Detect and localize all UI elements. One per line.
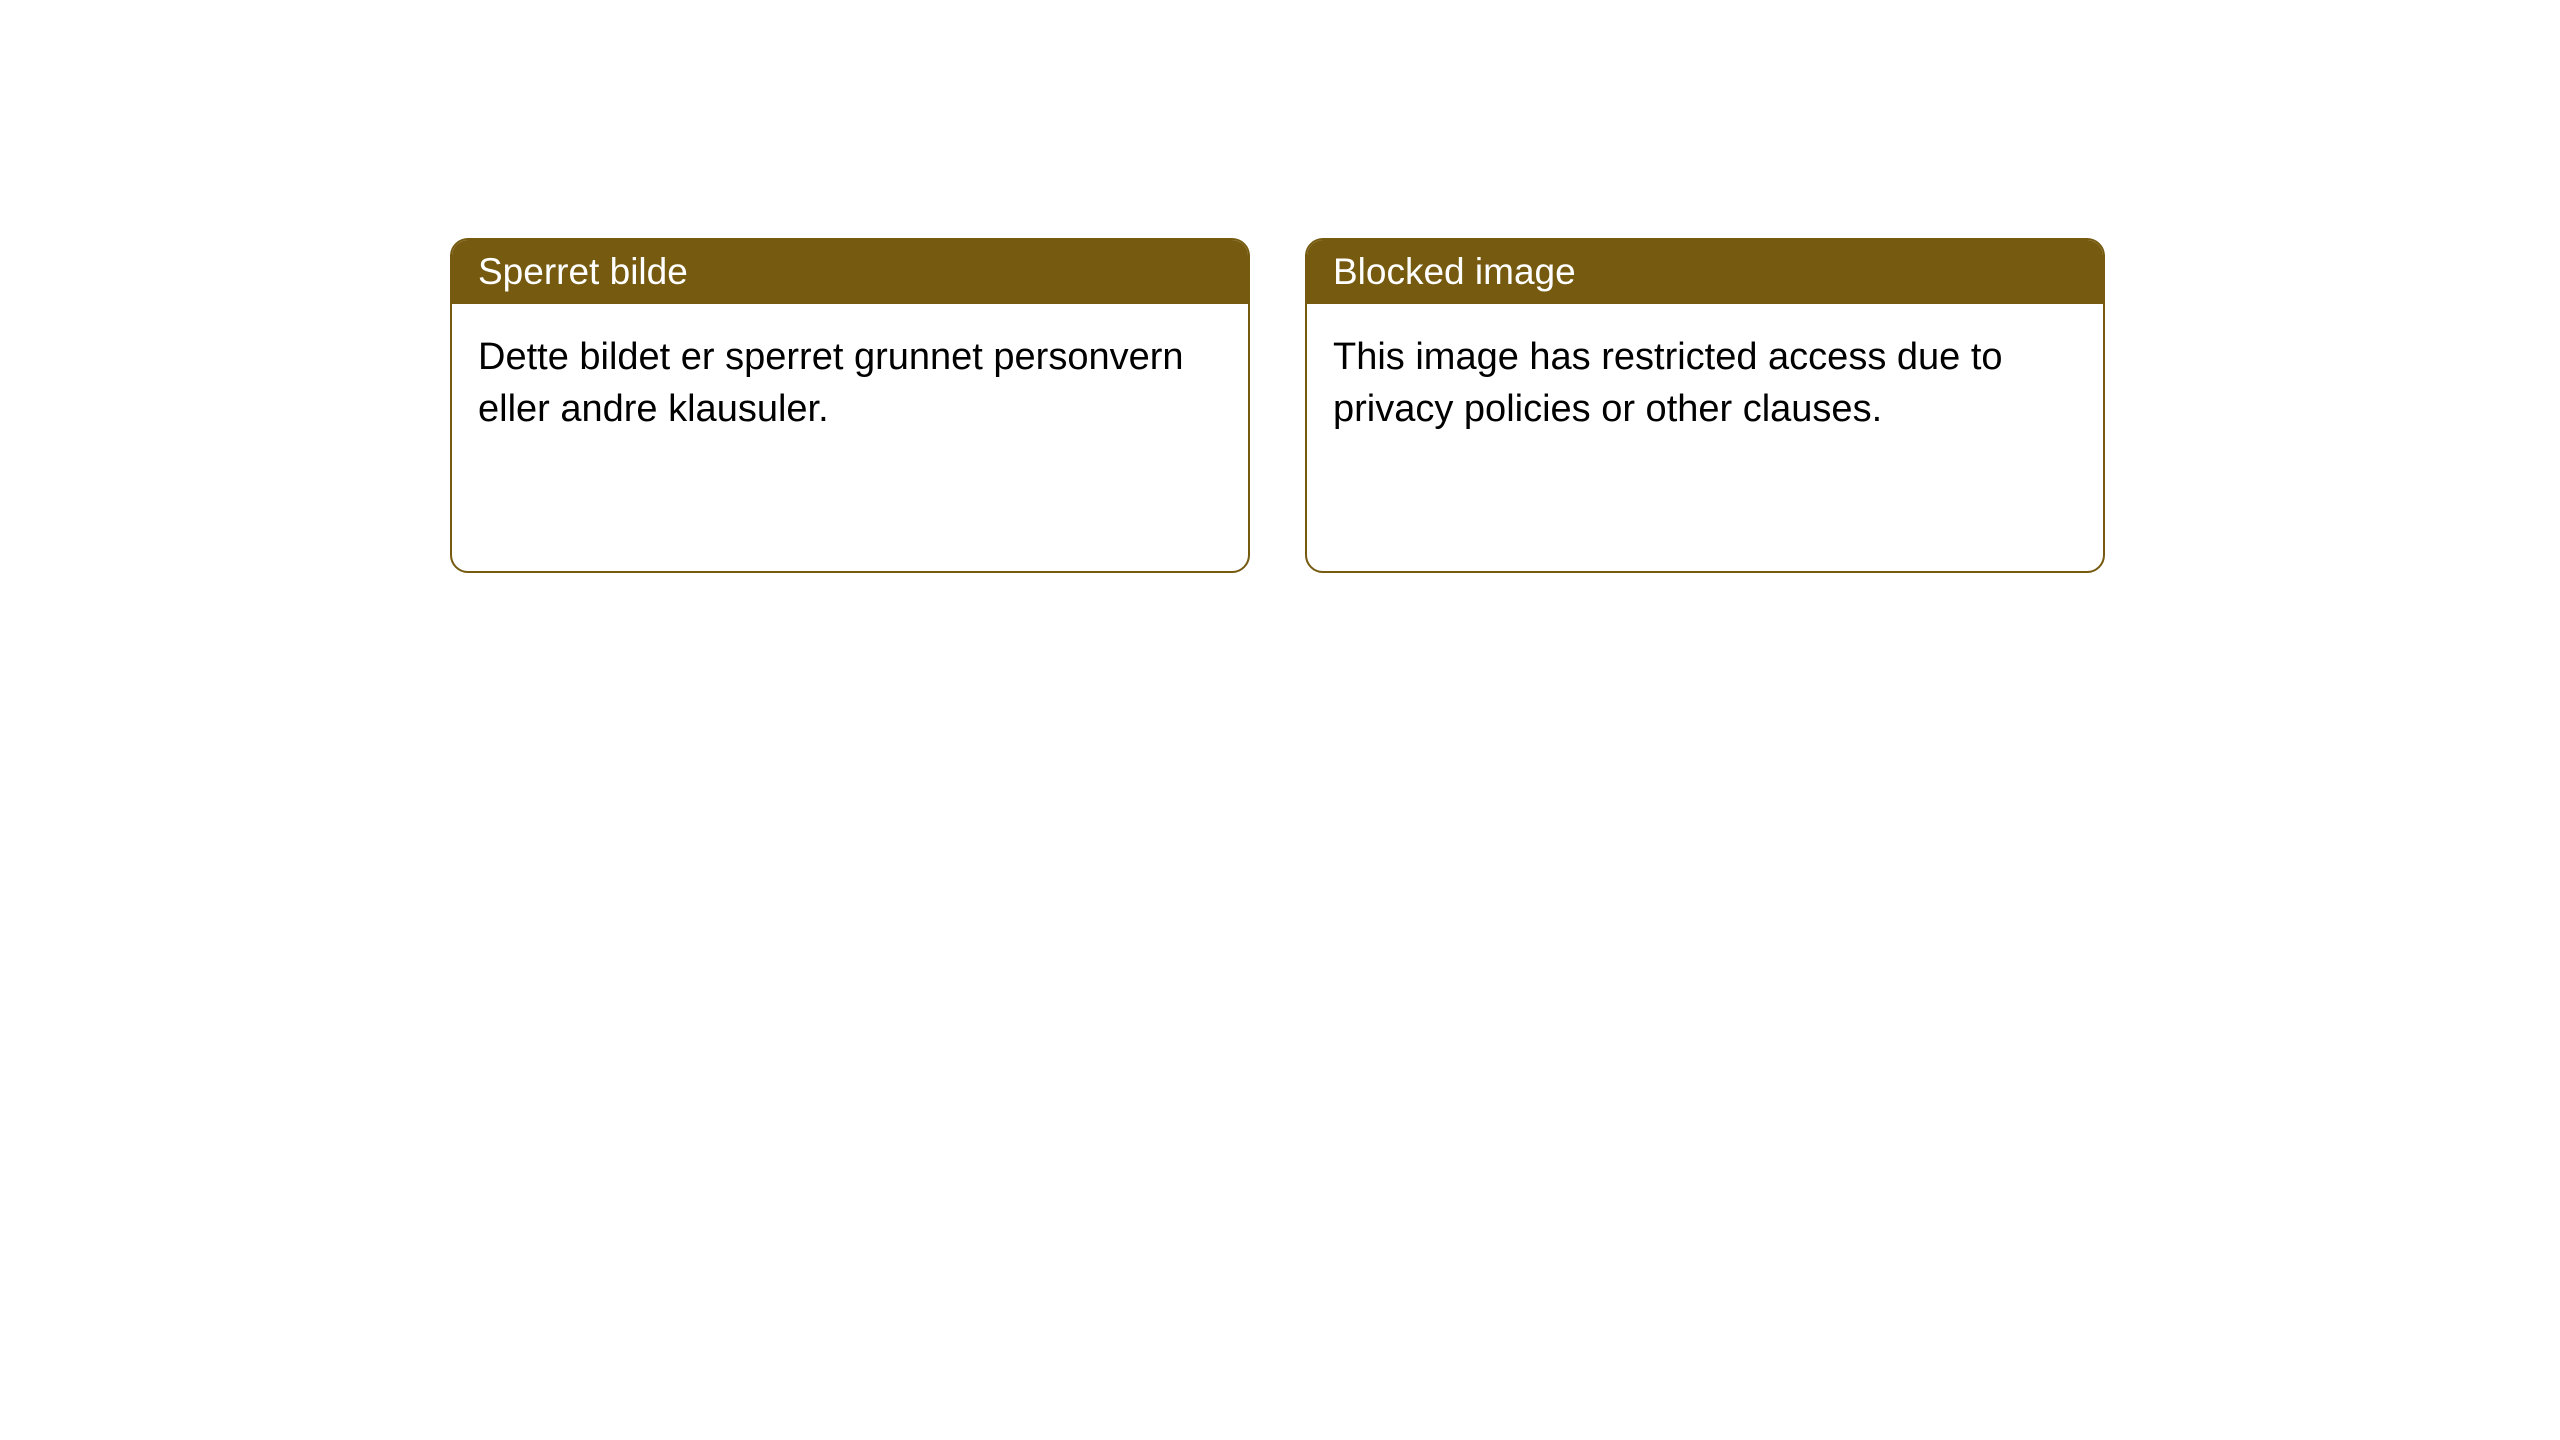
notice-card-norwegian: Sperret bilde Dette bildet er sperret gr… <box>450 238 1250 573</box>
notice-container: Sperret bilde Dette bildet er sperret gr… <box>450 238 2105 573</box>
notice-title-norwegian: Sperret bilde <box>452 240 1248 304</box>
notice-title-english: Blocked image <box>1307 240 2103 304</box>
notice-message-english: This image has restricted access due to … <box>1307 304 2103 463</box>
notice-card-english: Blocked image This image has restricted … <box>1305 238 2105 573</box>
notice-message-norwegian: Dette bildet er sperret grunnet personve… <box>452 304 1248 463</box>
